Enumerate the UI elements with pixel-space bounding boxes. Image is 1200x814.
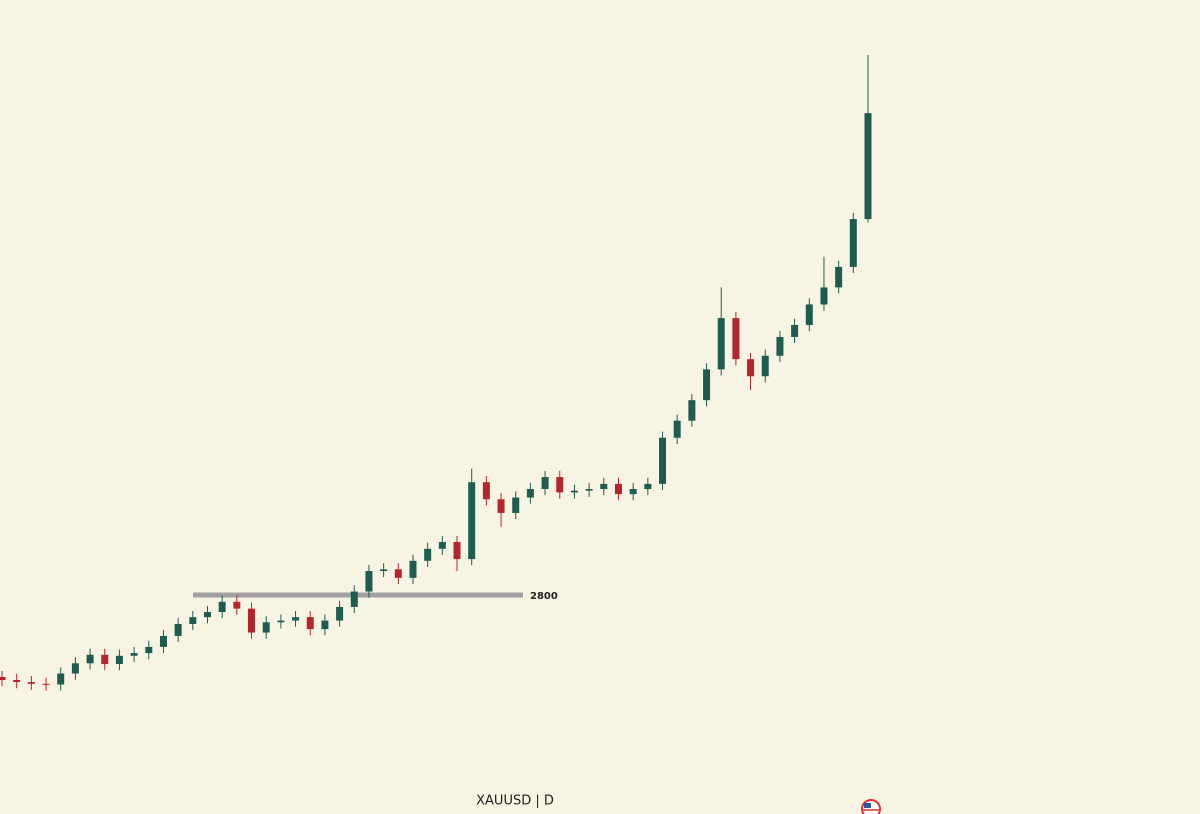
candle-body: [145, 646, 153, 654]
candle-body: [101, 654, 109, 664]
candle-body: [27, 682, 35, 684]
candle-body: [541, 477, 549, 490]
candle-body: [849, 219, 857, 267]
candle-body: [292, 617, 300, 621]
candle-body: [218, 601, 226, 613]
candle-body: [42, 683, 50, 685]
candle-body: [350, 591, 358, 607]
candle-body: [13, 680, 21, 683]
candle-body: [277, 620, 285, 623]
candle-body: [688, 400, 696, 421]
candle-body: [732, 318, 740, 360]
candle-body: [174, 623, 182, 636]
candle-body: [86, 654, 94, 664]
candle-body: [526, 489, 534, 498]
candle-body: [497, 499, 505, 513]
flag-icon: [861, 799, 881, 814]
symbol-label: XAUUSD | D: [476, 794, 554, 809]
candle-body: [717, 318, 725, 370]
candle-body: [115, 655, 123, 664]
candle-body: [233, 601, 241, 609]
candle-body: [159, 635, 167, 647]
candle-body: [468, 482, 476, 560]
candle-body: [864, 113, 872, 220]
candle-body: [659, 437, 667, 484]
candle-body: [57, 673, 65, 685]
candle-body: [629, 489, 637, 495]
candle-body: [761, 355, 769, 377]
candle-body: [747, 359, 755, 377]
candle-body: [365, 571, 373, 592]
candle-body: [321, 620, 329, 630]
candle-body: [394, 569, 402, 578]
candle-body: [776, 336, 784, 356]
candle-body: [380, 569, 388, 572]
candle-body: [130, 653, 138, 656]
candle-body: [409, 560, 417, 578]
candle-body: [306, 617, 314, 630]
candle-body: [585, 489, 593, 491]
candle-body: [673, 420, 681, 438]
level-label: 2800: [530, 591, 558, 602]
candle-body: [482, 482, 490, 500]
candle-body: [336, 606, 344, 621]
candle-body: [791, 324, 799, 337]
candle-body: [262, 622, 270, 633]
candle-body: [203, 612, 211, 618]
candle-body: [248, 608, 256, 633]
candle-body: [556, 477, 564, 493]
candle-body: [71, 663, 79, 674]
candle-body: [614, 483, 622, 495]
candle-body: [438, 541, 446, 549]
candle-body: [644, 483, 652, 490]
candle-body: [453, 541, 461, 560]
candle-body: [0, 676, 6, 681]
candle-body: [820, 287, 828, 305]
candle-body: [424, 548, 432, 561]
candle-body: [189, 617, 197, 624]
candle-body: [805, 304, 813, 325]
candle-body: [600, 483, 608, 490]
candle-body: [570, 490, 578, 493]
candle-body: [512, 497, 520, 513]
candle-body: [835, 266, 843, 288]
candle-body: [703, 369, 711, 401]
